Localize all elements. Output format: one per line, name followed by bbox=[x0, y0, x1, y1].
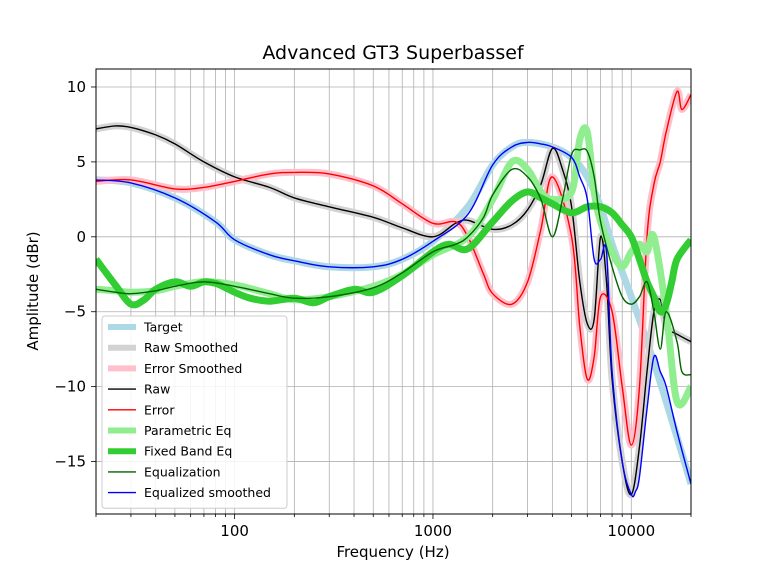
legend-label: Target bbox=[143, 320, 183, 335]
series-line-raw bbox=[96, 125, 691, 496]
series-line-equalization bbox=[96, 148, 691, 376]
legend-label: Equalized smoothed bbox=[144, 485, 271, 500]
legend-label: Error bbox=[144, 402, 175, 417]
y-tick-label: 10 bbox=[67, 78, 86, 96]
x-tick-label: 10000 bbox=[607, 522, 655, 540]
ticks: 100 1000 10000 10 5 0 −5 −10 −15 bbox=[54, 78, 692, 540]
legend-box bbox=[101, 315, 288, 509]
x-tick-label: 100 bbox=[220, 522, 249, 540]
y-tick-label: −15 bbox=[54, 453, 86, 471]
legend: Target Raw Smoothed Error Smoothed Raw Error… bbox=[101, 315, 288, 509]
series-line-equalized-smoothed bbox=[96, 141, 691, 498]
plot-frame bbox=[95, 68, 692, 515]
y-tick-label: 5 bbox=[76, 153, 86, 171]
legend-label: Fixed Band Eq bbox=[144, 444, 232, 459]
legend-label: Raw bbox=[144, 382, 170, 397]
y-tick-label: −10 bbox=[54, 378, 86, 396]
y-tick-label: −5 bbox=[64, 303, 86, 321]
legend-label: Equalization bbox=[144, 464, 221, 479]
chart-title: Advanced GT3 Superbassef bbox=[262, 42, 525, 64]
x-axis-label: Frequency (Hz) bbox=[336, 543, 449, 561]
legend-label: Error Smoothed bbox=[144, 361, 242, 376]
legend-label: Parametric Eq bbox=[144, 423, 232, 438]
legend-label: Raw Smoothed bbox=[144, 340, 238, 355]
x-tick-label: 1000 bbox=[414, 522, 452, 540]
y-tick-label: 0 bbox=[76, 228, 86, 246]
series-line-fixed-band-eq bbox=[96, 188, 691, 316]
series-layer bbox=[96, 87, 691, 499]
y-axis-label: Amplitude (dBr) bbox=[24, 231, 42, 350]
